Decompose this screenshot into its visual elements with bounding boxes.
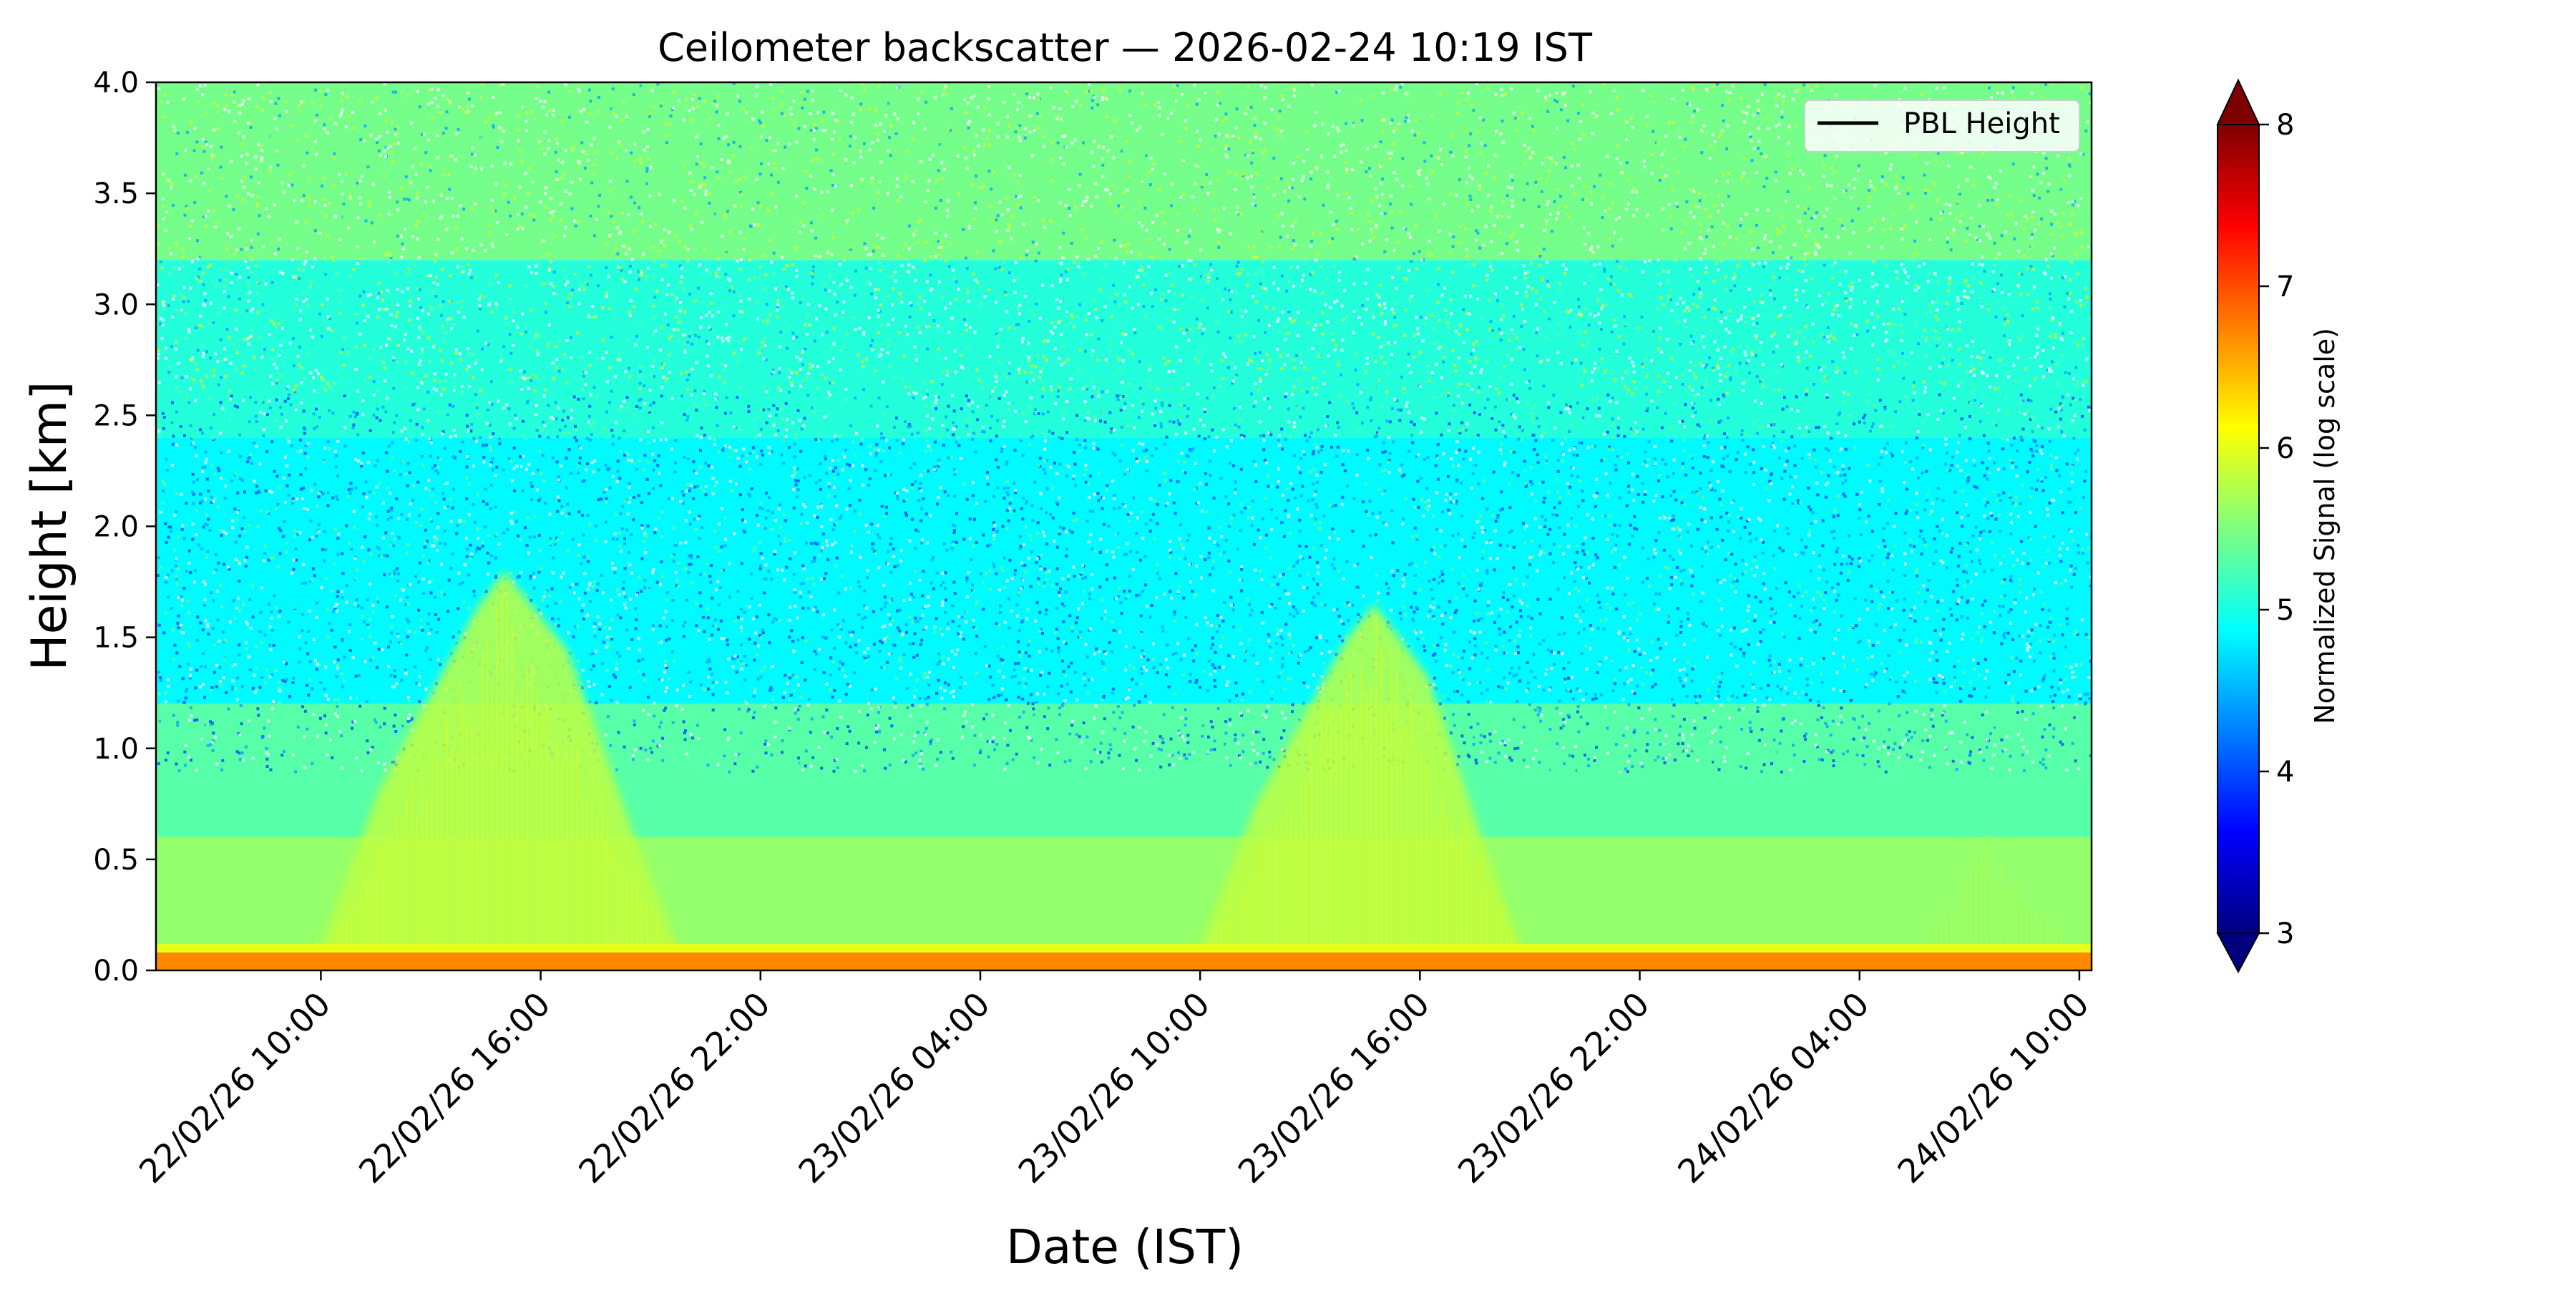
legend-box (1804, 99, 2080, 152)
y-tick-label: 0.0 (93, 955, 139, 988)
y-tick-label: 3.0 (93, 288, 139, 321)
plume (311, 570, 688, 970)
legend-label-pbl-height: PBL Height (1903, 107, 2060, 140)
x-tick-label: 24/02/26 04:00 (1670, 985, 1876, 1191)
x-tick-label: 23/02/26 22:00 (1450, 985, 1657, 1191)
chart-title: Ceilometer backscatter — 2026-02-24 10:1… (658, 25, 1593, 70)
x-axis-label: Date (IST) (1006, 1219, 1244, 1275)
surface-layer-top (156, 943, 2092, 953)
heatmap-field (156, 82, 2092, 970)
x-axis-ticks (320, 970, 2081, 980)
daytime-plumes (311, 570, 2092, 970)
y-axis-tick-labels: 0.0 0.5 1.0 1.5 2.0 2.5 3.0 3.5 4.0 (93, 67, 139, 988)
legend: PBL Height (1804, 99, 2080, 152)
colorbar-extend-min (2216, 932, 2260, 974)
background-layer (156, 260, 2092, 438)
y-axis-label: Height [km] (21, 381, 78, 671)
background-layer (156, 82, 2092, 260)
x-tick-label: 23/02/26 04:00 (791, 985, 997, 1191)
y-tick-label: 0.5 (93, 844, 139, 877)
colorbar-tick-label: 7 (2276, 271, 2294, 303)
colorbar-tick-label: 3 (2276, 917, 2294, 950)
x-tick-label: 22/02/26 10:00 (132, 985, 338, 1191)
x-tick-label: 22/02/26 16:00 (351, 985, 557, 1191)
colorbar-gradient (2217, 124, 2260, 934)
colorbar-ticks: 3 4 5 6 7 8 (2259, 109, 2294, 950)
plume (1896, 837, 2092, 970)
colorbar-tick-label: 5 (2276, 594, 2294, 627)
x-tick-label: 22/02/26 22:00 (571, 985, 777, 1191)
colorbar: 3 4 5 6 7 8 Normalized Signal (log scale) (2216, 78, 2341, 974)
colorbar-tick-label: 4 (2276, 756, 2294, 789)
colorbar-label: Normalized Signal (log scale) (2309, 328, 2341, 724)
y-tick-label: 4.0 (93, 67, 139, 99)
y-tick-label: 1.0 (93, 733, 139, 766)
y-tick-label: 1.5 (93, 622, 139, 655)
x-tick-label: 23/02/26 16:00 (1231, 985, 1437, 1191)
colorbar-tick-label: 8 (2276, 109, 2294, 142)
x-tick-label: 24/02/26 10:00 (1890, 985, 2096, 1191)
y-tick-label: 2.5 (93, 399, 139, 432)
colorbar-tick-label: 6 (2276, 432, 2294, 465)
y-axis-ticks (146, 81, 156, 972)
x-axis-tick-labels: 22/02/26 10:00 22/02/26 16:00 22/02/26 22:… (132, 985, 2097, 1191)
colorbar-extend-max (2216, 78, 2260, 125)
x-tick-label: 23/02/26 10:00 (1011, 985, 1217, 1191)
y-tick-label: 2.0 (93, 511, 139, 544)
y-tick-label: 3.5 (93, 177, 139, 210)
